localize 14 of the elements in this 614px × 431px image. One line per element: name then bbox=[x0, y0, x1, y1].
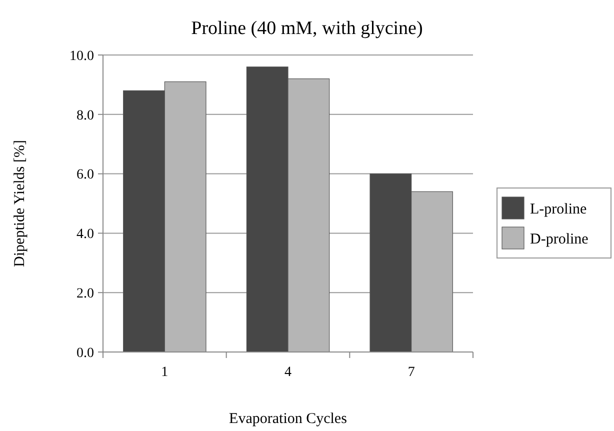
y-tick-label: 6.0 bbox=[76, 168, 94, 183]
y-tick-label: 10.0 bbox=[70, 48, 94, 64]
x-tick-label: 1 bbox=[161, 365, 168, 380]
y-tick-label: 2.0 bbox=[76, 286, 94, 302]
y-tick-label: 0.0 bbox=[76, 346, 94, 361]
legend-label: D-proline bbox=[530, 231, 589, 248]
y-tick-label: 4.0 bbox=[76, 227, 94, 242]
chart-title: Proline (40 mM, with glycine) bbox=[191, 18, 423, 39]
legend-label: L-proline bbox=[530, 201, 587, 218]
y-axis-title: Dipeptide Yields [%] bbox=[12, 140, 28, 267]
x-tick-label: 4 bbox=[284, 365, 292, 380]
x-tick-label: 7 bbox=[408, 365, 415, 380]
y-tick-label: 8.0 bbox=[76, 108, 94, 124]
x-axis-title: Evaporation Cycles bbox=[229, 411, 348, 427]
